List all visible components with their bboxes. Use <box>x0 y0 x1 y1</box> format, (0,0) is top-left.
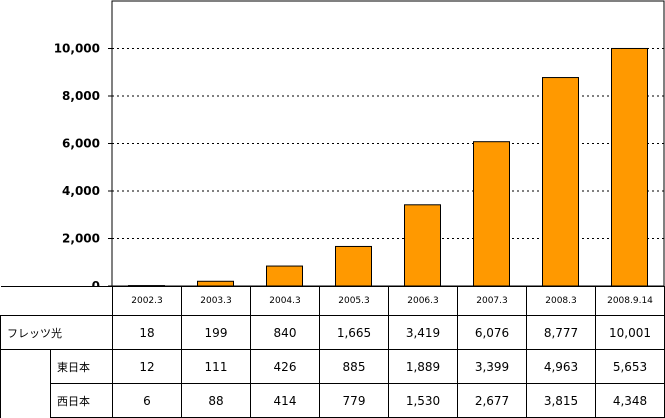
table-header-row: 2002.3 2003.3 2004.3 2005.3 2006.3 2007.… <box>0 286 665 316</box>
table-cell: 199 <box>181 315 251 350</box>
bars <box>128 47 648 287</box>
table-cell: 4,963 <box>526 349 596 384</box>
table-header-cell: 2004.3 <box>250 286 320 316</box>
y-tick-label: 2,000 <box>62 232 100 246</box>
bar-chart: 0 2,000 4,000 6,000 8,000 10,000 <box>54 0 665 287</box>
table-cell: 3,399 <box>457 349 527 384</box>
table-header-cell: 2008.9.14 <box>595 286 665 316</box>
bar <box>473 141 510 287</box>
table-header-cell: 2003.3 <box>181 286 251 316</box>
y-tick-label: 10,000 <box>54 42 100 56</box>
y-tick-label: 0 <box>92 279 100 287</box>
row-label-total: フレッツ光 <box>0 315 113 350</box>
table-cell: 18 <box>112 315 182 350</box>
y-tick-label: 8,000 <box>62 89 100 103</box>
table-cell: 840 <box>250 315 320 350</box>
gridlines <box>112 48 664 239</box>
table-cell: 8,777 <box>526 315 596 350</box>
table-cell: 885 <box>319 349 389 384</box>
bar <box>404 204 441 287</box>
table-cell: 426 <box>250 349 320 384</box>
table-cell: 10,001 <box>595 315 665 350</box>
table-header-cell: 2005.3 <box>319 286 389 316</box>
table-row-total: フレッツ光 18 199 840 1,665 3,419 6,076 8,777… <box>0 315 665 350</box>
table-cell: 1,665 <box>319 315 389 350</box>
table-row-east: 東日本 12 111 426 885 1,889 3,399 4,963 5,6… <box>0 349 665 384</box>
table-cell: 12 <box>112 349 182 384</box>
bar <box>611 47 648 287</box>
table-cell: 1,889 <box>388 349 458 384</box>
bar <box>335 245 372 287</box>
bar <box>266 265 303 287</box>
row-label-east: 東日本 <box>50 349 113 384</box>
table-cell: 3,419 <box>388 315 458 350</box>
table-corner <box>0 286 113 316</box>
table-header-cell: 2007.3 <box>457 286 527 316</box>
bar <box>197 280 234 287</box>
indent-cell <box>0 349 51 384</box>
table-cell: 6,076 <box>457 315 527 350</box>
table-header-cell: 2008.3 <box>526 286 596 316</box>
table-cell: 5,653 <box>595 349 665 384</box>
table-cell: 111 <box>181 349 251 384</box>
table-header-cell: 2006.3 <box>388 286 458 316</box>
y-tick-label: 4,000 <box>62 184 100 198</box>
y-tick-label: 6,000 <box>62 137 100 151</box>
table-header-cell: 2002.3 <box>112 286 182 316</box>
data-table: 2002.3 2003.3 2004.3 2005.3 2006.3 2007.… <box>0 286 665 418</box>
y-axis: 0 2,000 4,000 6,000 8,000 10,000 <box>54 42 112 287</box>
bar <box>542 77 579 287</box>
